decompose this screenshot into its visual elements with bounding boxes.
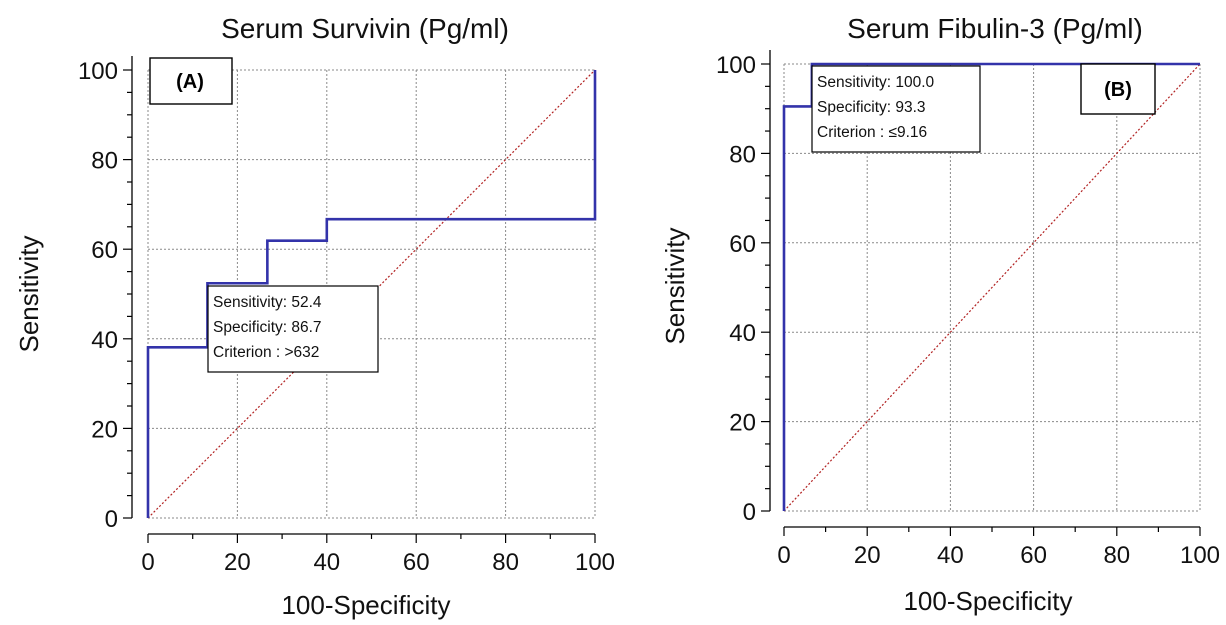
x-tick-label: 80 <box>1103 542 1130 569</box>
annotation-text: Criterion : >632 <box>213 344 319 361</box>
x-tick-label: 40 <box>313 549 340 576</box>
panel-label-box <box>149 57 233 105</box>
y-tick-label: 80 <box>729 141 756 168</box>
x-tick-label: 100 <box>1180 542 1220 569</box>
panel-label-box <box>1080 63 1156 115</box>
panel-label: (A) <box>176 71 204 93</box>
x-tick-label: 60 <box>403 549 430 576</box>
panel-fibulin-3: 0 20 40 60 80 100 0 20 40 60 80 100 Sensitivity: 100… <box>660 13 1220 616</box>
y-axis-label: Sensitivity <box>660 227 690 344</box>
reference-diagonal-line <box>783 63 1201 512</box>
panel-label: (B) <box>1104 79 1132 101</box>
y-axis-label: Sensitivity <box>14 235 44 352</box>
y-tick-label: 20 <box>91 416 118 443</box>
x-tick-label: 0 <box>777 542 790 569</box>
criterion-annotation-box <box>207 285 379 373</box>
y-tick-label: 100 <box>78 58 118 85</box>
annotation-text: Sensitivity: 52.4 <box>213 294 322 311</box>
chart-title: Serum Fibulin-3 (Pg/ml) <box>847 13 1143 44</box>
x-tick-label: 60 <box>1020 542 1047 569</box>
y-tick-label: 0 <box>743 499 756 526</box>
chart-title: Serum Survivin (Pg/ml) <box>221 13 509 44</box>
x-tick-label: 40 <box>937 542 964 569</box>
annotation-text: Sensitivity: 100.0 <box>817 74 935 91</box>
y-tick-label: 40 <box>91 327 118 354</box>
y-tick-label: 60 <box>729 231 756 258</box>
panel-survivin: 0 20 40 60 80 100 0 20 40 60 80 100 Sensitivity: 52.… <box>14 13 615 620</box>
x-tick-label: 20 <box>224 549 251 576</box>
y-tick-label: 40 <box>729 320 756 347</box>
y-tick-label: 100 <box>716 52 756 79</box>
criterion-annotation-box <box>811 65 981 153</box>
annotation-text: Specificity: 93.3 <box>817 99 926 116</box>
x-tick-label: 100 <box>575 549 615 576</box>
x-axis-label: 100-Specificity <box>281 590 450 620</box>
annotation-text: Specificity: 86.7 <box>213 319 322 336</box>
y-tick-label: 80 <box>91 148 118 175</box>
x-tick-label: 0 <box>141 549 154 576</box>
x-axis-label: 100-Specificity <box>903 586 1072 616</box>
annotation-text: Criterion : ≤9.16 <box>817 124 927 141</box>
x-tick-label: 80 <box>492 549 519 576</box>
roc-curve-line <box>146 70 597 518</box>
y-tick-label: 20 <box>729 410 756 437</box>
y-tick-label: 0 <box>105 506 118 533</box>
x-tick-label: 20 <box>854 542 881 569</box>
y-tick-label: 60 <box>91 237 118 264</box>
